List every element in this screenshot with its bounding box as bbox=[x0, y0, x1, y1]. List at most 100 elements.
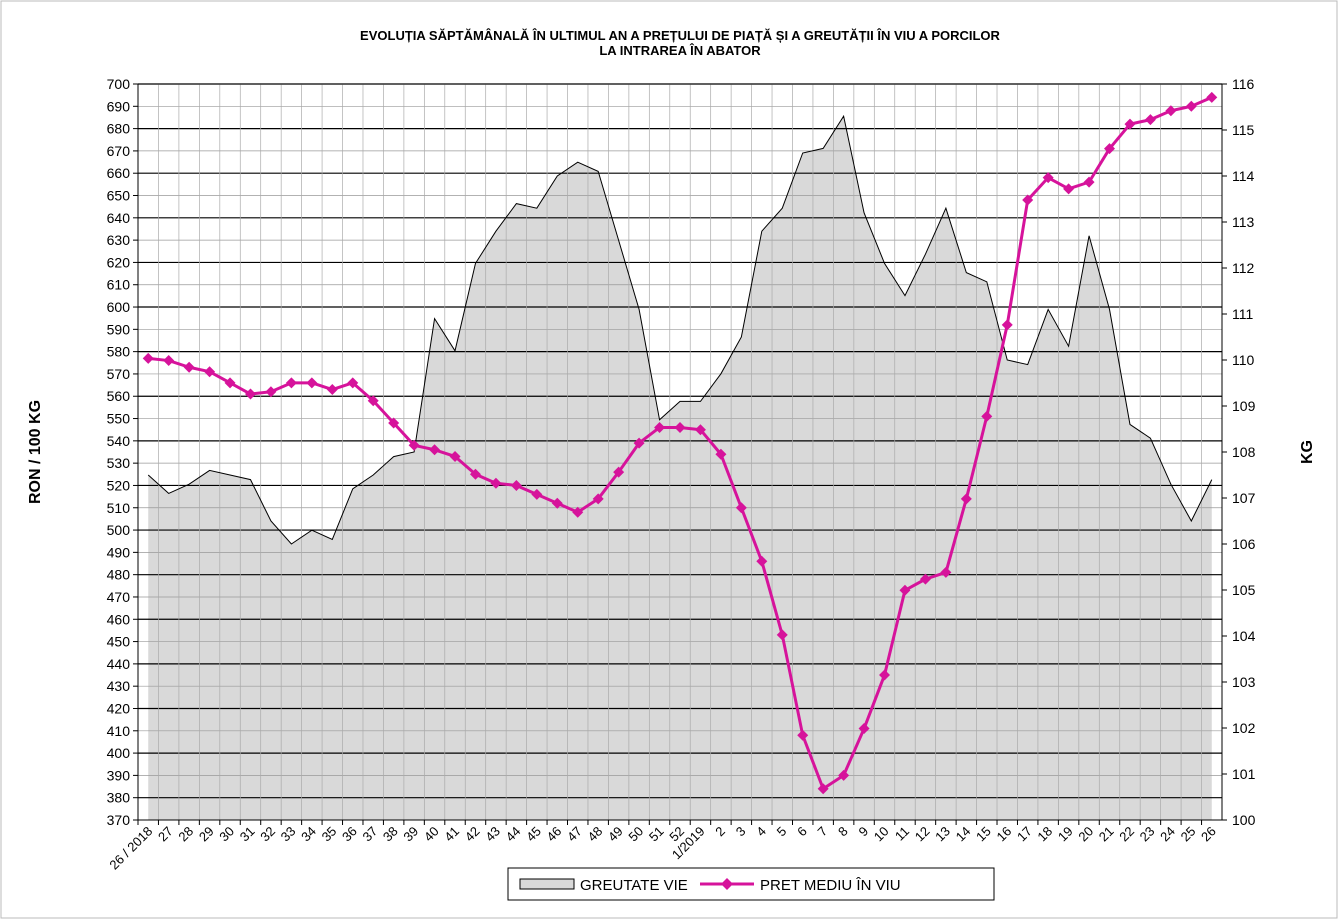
marker bbox=[204, 366, 216, 378]
y2-tick-label: 110 bbox=[1232, 352, 1255, 368]
y2-tick-label: 116 bbox=[1232, 76, 1255, 92]
y-tick-label: 450 bbox=[107, 634, 131, 650]
marker bbox=[776, 629, 788, 641]
y-tick-label: 570 bbox=[107, 366, 131, 382]
marker bbox=[1042, 172, 1054, 184]
y-tick-label: 530 bbox=[107, 455, 131, 471]
y-tick-label: 610 bbox=[107, 277, 131, 293]
marker bbox=[531, 488, 543, 500]
y-tick-label: 370 bbox=[107, 812, 131, 828]
y-tick-label: 400 bbox=[107, 745, 131, 761]
y2-tick-label: 100 bbox=[1232, 812, 1256, 828]
marker bbox=[1124, 118, 1136, 130]
marker bbox=[715, 448, 727, 460]
y2-tick-label: 112 bbox=[1232, 260, 1255, 276]
y-tick-label: 430 bbox=[107, 678, 131, 694]
marker bbox=[510, 479, 522, 491]
marker bbox=[756, 555, 768, 567]
marker bbox=[940, 566, 952, 578]
marker bbox=[613, 466, 625, 478]
marker bbox=[633, 437, 645, 449]
y-tick-label: 490 bbox=[107, 544, 131, 560]
chart-title: EVOLUȚIA SĂPTĂMÂNALĂ ÎN ULTIMUL AN A PRE… bbox=[360, 28, 1000, 43]
y-tick-label: 500 bbox=[107, 522, 131, 538]
marker bbox=[899, 584, 911, 596]
chart-title: LA INTRAREA ÎN ABATOR bbox=[599, 43, 761, 58]
y-tick-label: 680 bbox=[107, 121, 131, 137]
marker bbox=[469, 468, 481, 480]
y-tick-label: 580 bbox=[107, 344, 131, 360]
marker bbox=[572, 506, 584, 518]
marker bbox=[694, 424, 706, 436]
y-tick-label: 640 bbox=[107, 210, 131, 226]
y2-tick-label: 101 bbox=[1232, 766, 1256, 782]
marker bbox=[1083, 176, 1095, 188]
marker bbox=[674, 421, 686, 433]
marker bbox=[367, 395, 379, 407]
y2-tick-label: 115 bbox=[1232, 122, 1255, 138]
y-tick-label: 460 bbox=[107, 611, 131, 627]
marker bbox=[592, 493, 604, 505]
y-tick-label: 540 bbox=[107, 433, 131, 449]
marker bbox=[183, 361, 195, 373]
marker bbox=[449, 450, 461, 462]
marker bbox=[285, 377, 297, 389]
marker bbox=[326, 384, 338, 396]
marker bbox=[142, 352, 154, 364]
y2-tick-label: 105 bbox=[1232, 582, 1256, 598]
y-tick-label: 380 bbox=[107, 790, 131, 806]
area bbox=[148, 116, 1212, 820]
marker bbox=[858, 723, 870, 735]
marker bbox=[1022, 194, 1034, 206]
y-tick-label: 630 bbox=[107, 232, 131, 248]
marker bbox=[347, 377, 359, 389]
marker bbox=[1063, 183, 1075, 195]
y-tick-label: 690 bbox=[107, 98, 131, 114]
y-tick-label: 390 bbox=[107, 767, 131, 783]
y-tick-label: 480 bbox=[107, 567, 131, 583]
marker bbox=[879, 669, 891, 681]
y2-tick-label: 113 bbox=[1232, 214, 1255, 230]
area-outline bbox=[147, 114, 1213, 545]
marker bbox=[429, 444, 441, 456]
marker bbox=[981, 410, 993, 422]
y-tick-label: 550 bbox=[107, 411, 131, 427]
y2-tick-label: 103 bbox=[1232, 674, 1256, 690]
marker bbox=[735, 502, 747, 514]
y2-tick-label: 109 bbox=[1232, 398, 1256, 414]
y-tick-label: 600 bbox=[107, 299, 131, 315]
marker bbox=[265, 386, 277, 398]
y-tick-label: 410 bbox=[107, 723, 131, 739]
y-tick-label: 590 bbox=[107, 321, 131, 337]
y-tick-label: 440 bbox=[107, 656, 131, 672]
y-tick-label: 670 bbox=[107, 143, 131, 159]
marker bbox=[224, 377, 236, 389]
y-tick-label: 510 bbox=[107, 500, 131, 516]
y2-tick-label: 107 bbox=[1232, 490, 1256, 506]
marker bbox=[163, 355, 175, 367]
legend-label: PRET MEDIU ÎN VIU bbox=[760, 877, 901, 894]
y-tick-label: 620 bbox=[107, 254, 131, 270]
y2-tick-label: 104 bbox=[1232, 628, 1256, 644]
y-axis-title: RON / 100 KG bbox=[27, 400, 44, 504]
y2-tick-label: 106 bbox=[1232, 536, 1256, 552]
y2-tick-label: 108 bbox=[1232, 444, 1256, 460]
y-tick-label: 470 bbox=[107, 589, 131, 605]
marker bbox=[654, 421, 666, 433]
marker bbox=[408, 439, 420, 451]
legend-label: GREUTATE VIE bbox=[580, 877, 688, 894]
marker bbox=[306, 377, 318, 389]
marker bbox=[1001, 319, 1013, 331]
marker bbox=[817, 783, 829, 795]
y-tick-label: 420 bbox=[107, 700, 131, 716]
marker bbox=[244, 388, 256, 400]
marker bbox=[919, 573, 931, 585]
y-tick-label: 520 bbox=[107, 477, 131, 493]
y-tick-label: 700 bbox=[107, 76, 131, 92]
marker bbox=[490, 477, 502, 489]
marker bbox=[1165, 105, 1177, 117]
marker bbox=[838, 769, 850, 781]
y-tick-label: 650 bbox=[107, 188, 131, 204]
marker bbox=[551, 497, 563, 509]
